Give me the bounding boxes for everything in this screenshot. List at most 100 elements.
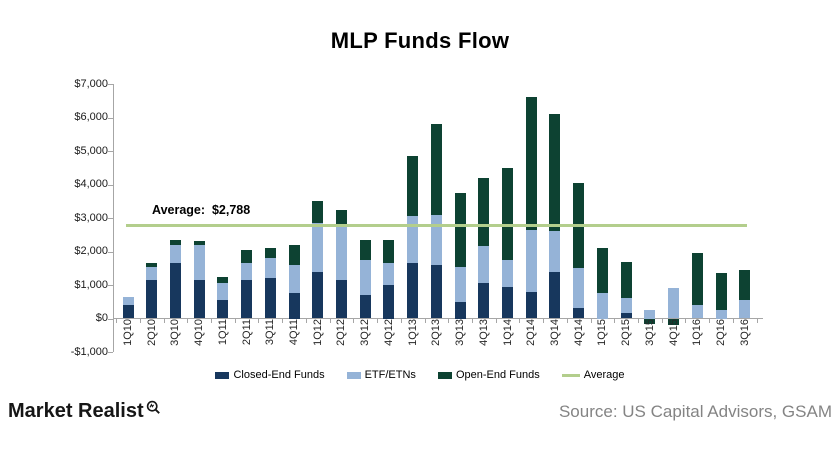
bar-segment-etf-etns xyxy=(596,293,608,319)
legend-swatch-icon xyxy=(437,371,452,379)
bar-segment-open-end-funds xyxy=(169,239,181,245)
bar-segment-open-end-funds xyxy=(502,167,514,260)
legend-label: ETF/ETNs xyxy=(364,369,416,381)
bar-segment-open-end-funds xyxy=(264,248,276,259)
x-axis-line xyxy=(113,318,763,319)
x-axis-label: 4Q10 xyxy=(193,319,206,346)
y-axis-tick xyxy=(108,251,113,253)
bar-segment-etf-etns xyxy=(454,266,466,302)
bar-segment-open-end-funds xyxy=(668,318,680,326)
bar-segment-closed-end-funds xyxy=(335,279,347,319)
chart-title: MLP Funds Flow xyxy=(330,28,510,53)
bar-segment-etf-etns xyxy=(525,229,537,292)
x-axis-label: 1Q14 xyxy=(501,319,514,346)
bar-segment-etf-etns xyxy=(383,263,395,285)
bar-segment-closed-end-funds xyxy=(430,264,442,319)
bar-segment-open-end-funds xyxy=(146,263,158,267)
y-axis-tick-label: $3,000 xyxy=(74,211,108,224)
logo-text: Market Realist xyxy=(8,400,144,422)
x-axis-label: 2Q10 xyxy=(145,319,158,346)
bar-segment-closed-end-funds xyxy=(146,279,158,319)
y-axis-tick xyxy=(108,184,113,186)
average-line-label: Average: $2,788 xyxy=(152,203,251,217)
x-axis-tick xyxy=(614,318,616,323)
bar-segment-etf-etns xyxy=(573,268,585,309)
x-axis-label: 1Q10 xyxy=(122,319,134,346)
y-axis-tick xyxy=(108,84,113,85)
x-axis-tick xyxy=(519,318,521,323)
x-axis-label: 1Q16 xyxy=(691,319,704,346)
bar-segment-open-end-funds xyxy=(525,97,537,230)
x-axis-tick xyxy=(566,318,568,323)
y-axis-tick xyxy=(108,285,113,286)
bar-segment-etf-etns xyxy=(241,263,253,280)
bar-segment-closed-end-funds xyxy=(454,301,466,319)
x-axis-tick xyxy=(471,318,473,323)
y-axis-tick xyxy=(108,352,113,353)
bar-segment-etf-etns xyxy=(288,264,300,294)
average-line xyxy=(126,223,747,227)
legend-item: Open-End Funds xyxy=(437,369,540,381)
x-axis-tick xyxy=(543,318,545,323)
bar-segment-closed-end-funds xyxy=(193,279,205,319)
legend-swatch-icon xyxy=(215,371,230,379)
legend-label: Closed-End Funds xyxy=(233,369,325,381)
x-axis-tick xyxy=(234,318,236,323)
x-axis-tick xyxy=(377,318,379,323)
x-axis-label: 3Q16 xyxy=(738,319,751,346)
x-axis-tick xyxy=(709,318,711,323)
y-axis-tick-label: $6,000 xyxy=(74,111,108,123)
bar-segment-open-end-funds xyxy=(691,253,703,306)
bar-segment-closed-end-funds xyxy=(502,286,514,319)
legend-item-average: Average xyxy=(561,369,625,381)
x-axis-label: 1Q13 xyxy=(406,319,419,346)
magnifier-icon xyxy=(146,398,161,421)
x-axis-tick xyxy=(661,318,663,323)
bar-segment-etf-etns xyxy=(644,310,656,319)
bar-segment-open-end-funds xyxy=(596,248,608,294)
x-axis-tick xyxy=(756,318,758,323)
legend-item: ETF/ETNs xyxy=(346,369,416,381)
bar-segment-open-end-funds xyxy=(620,261,632,299)
x-axis-tick xyxy=(116,318,118,323)
bar-segment-etf-etns xyxy=(478,246,490,284)
x-axis-label: 3Q12 xyxy=(359,319,372,346)
x-axis-label: 4Q11 xyxy=(288,319,301,346)
bar-segment-etf-etns xyxy=(502,259,514,287)
bar-segment-open-end-funds xyxy=(478,177,490,247)
y-axis-tick xyxy=(108,318,113,320)
legend-item: Closed-End Funds xyxy=(215,369,325,381)
x-axis-label: 2Q12 xyxy=(335,319,348,346)
x-axis-tick xyxy=(685,318,687,323)
bar-segment-open-end-funds xyxy=(715,273,727,311)
bar-segment-closed-end-funds xyxy=(288,293,300,319)
x-axis-label: 4Q13 xyxy=(477,319,490,346)
x-axis-tick xyxy=(448,318,450,323)
bar-segment-open-end-funds xyxy=(407,156,419,217)
legend-swatch-icon xyxy=(346,371,361,379)
bar-segment-closed-end-funds xyxy=(264,278,276,319)
bar-segment-open-end-funds xyxy=(383,239,395,264)
bar-segment-etf-etns xyxy=(146,266,158,280)
x-axis-label: 3Q11 xyxy=(264,319,277,346)
bar-segment-etf-etns xyxy=(668,288,680,319)
x-axis-label: 1Q12 xyxy=(311,319,324,346)
x-axis-label: 4Q15 xyxy=(667,319,680,346)
x-axis-label: 2Q15 xyxy=(620,319,633,346)
x-axis-tick xyxy=(400,318,402,323)
x-axis-label: 3Q13 xyxy=(454,319,467,346)
x-axis-label: 1Q11 xyxy=(216,319,229,346)
bar-segment-open-end-funds xyxy=(644,318,656,324)
bar-segment-closed-end-funds xyxy=(241,279,253,319)
x-axis-tick xyxy=(187,318,189,323)
bar-segment-etf-etns xyxy=(169,244,181,264)
x-axis-tick xyxy=(329,318,331,323)
bar-segment-closed-end-funds xyxy=(573,308,585,319)
bar-segment-closed-end-funds xyxy=(549,271,561,319)
x-axis-label: 3Q15 xyxy=(643,319,656,346)
x-axis-tick xyxy=(637,318,639,323)
x-axis-label: 1Q15 xyxy=(596,319,609,346)
bar-segment-etf-etns xyxy=(549,231,561,272)
